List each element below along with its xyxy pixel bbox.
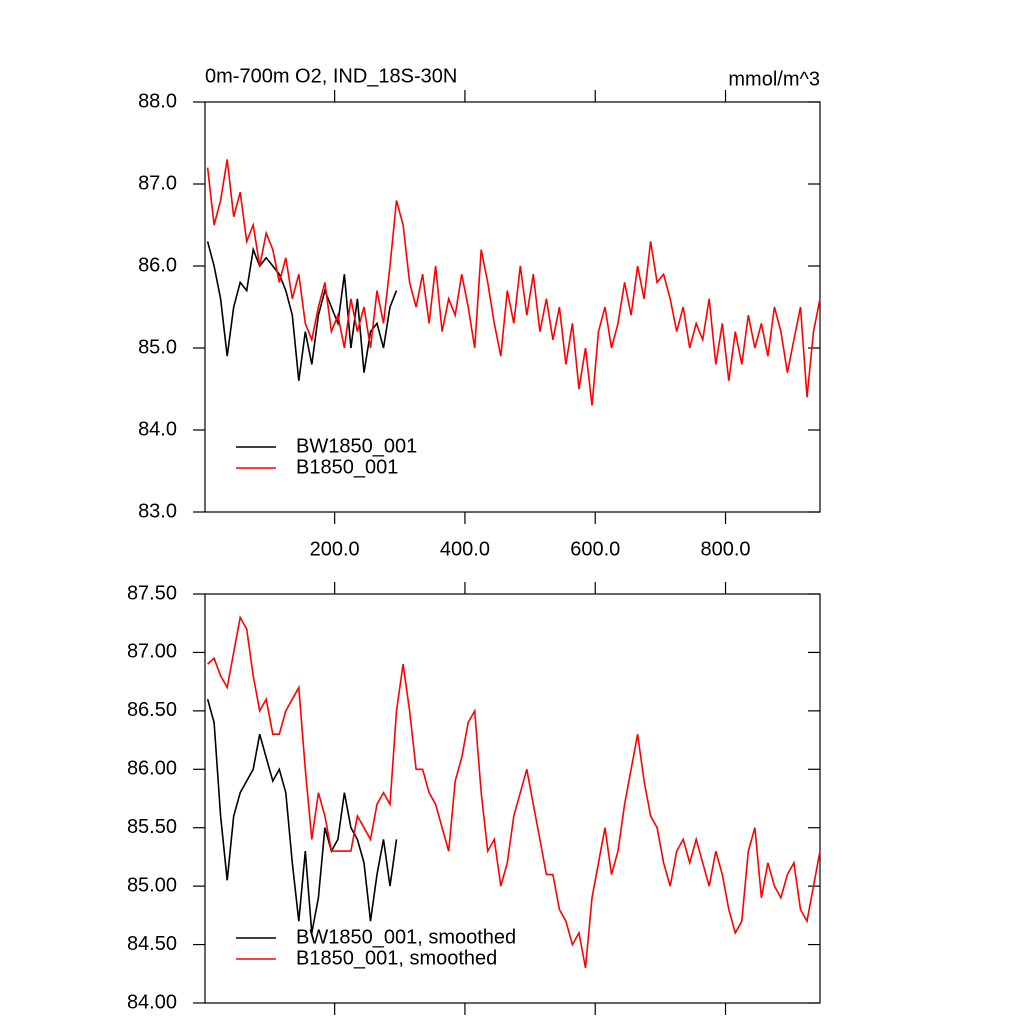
- legend-label: B1850_001, smoothed: [296, 947, 497, 969]
- y-tick-label: 84.0: [138, 418, 177, 440]
- y-tick-label: 84.00: [127, 991, 177, 1013]
- chart-title: 0m-700m O2, IND_18S-30N: [205, 65, 457, 87]
- data-line: [206, 698, 398, 934]
- legend-label: B1850_001: [296, 456, 398, 478]
- y-tick-label: 87.0: [138, 172, 177, 194]
- y-tick-label: 88.0: [138, 90, 177, 112]
- x-tick-label: 400.0: [440, 538, 490, 560]
- y-tick-label: 87.50: [127, 582, 177, 604]
- data-line: [207, 615, 821, 969]
- y-tick-label: 84.50: [127, 933, 177, 955]
- y-tick-label: 83.0: [138, 500, 177, 522]
- y-tick-label: 86.0: [138, 254, 177, 276]
- y-tick-label: 86.00: [127, 758, 177, 780]
- units-label: mmol/m^3: [728, 68, 820, 90]
- legend-label: BW1850_001, smoothed: [296, 926, 516, 948]
- data-line: [206, 159, 821, 406]
- y-tick-label: 85.00: [127, 874, 177, 896]
- x-tick-label: 600.0: [570, 538, 620, 560]
- y-tick-label: 87.00: [127, 641, 177, 663]
- x-tick-label: 200.0: [310, 538, 360, 560]
- legend-label: BW1850_001: [296, 435, 417, 457]
- plot-frame: [204, 593, 821, 1004]
- y-tick-label: 86.50: [127, 699, 177, 721]
- data-line: [206, 241, 398, 381]
- y-tick-label: 85.50: [127, 816, 177, 838]
- x-tick-label: 800.0: [701, 538, 751, 560]
- y-tick-label: 85.0: [138, 336, 177, 358]
- plot-frame: [204, 101, 821, 513]
